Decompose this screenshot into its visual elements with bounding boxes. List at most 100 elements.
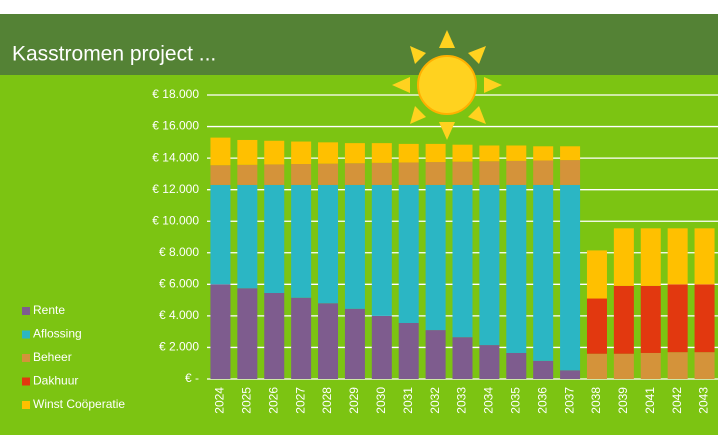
x-tick-label: 2035 xyxy=(508,387,522,414)
bar-segment xyxy=(344,184,365,309)
bar-segment xyxy=(318,163,339,185)
x-tick-label: 2024 xyxy=(213,387,227,414)
bar-segment xyxy=(237,139,258,165)
x-tick-label: 2034 xyxy=(482,387,496,414)
bar-segment xyxy=(371,184,392,316)
x-tick-label: 2037 xyxy=(562,387,576,414)
bars xyxy=(210,137,715,379)
bar-segment xyxy=(506,352,527,379)
bar-segment xyxy=(398,162,419,185)
y-tick-label: € 8.000 xyxy=(159,245,199,259)
bar-segment xyxy=(318,184,339,304)
bar-segment xyxy=(694,284,715,353)
x-tick-label: 2031 xyxy=(401,387,415,414)
y-tick-label: € 4.000 xyxy=(159,308,199,322)
bar-segment xyxy=(533,146,554,161)
y-tick-label: € 2.000 xyxy=(159,340,199,354)
bar-segment xyxy=(237,184,258,289)
bar-segment xyxy=(291,297,312,379)
bar-segment xyxy=(425,143,446,163)
bar-segment xyxy=(264,164,285,185)
bar-segment xyxy=(613,353,634,379)
bar-segment xyxy=(506,145,527,161)
bar-segment xyxy=(425,184,446,331)
x-tick-label: 2028 xyxy=(320,387,334,414)
bar-segment xyxy=(533,160,554,185)
bar-segment xyxy=(586,298,607,354)
bar-segment xyxy=(291,141,312,165)
x-tick-label: 2026 xyxy=(266,387,280,414)
bar-segment xyxy=(560,146,581,161)
y-tick-label: € 18.000 xyxy=(152,87,199,101)
bar-segment xyxy=(398,184,419,323)
x-tick-label: 2042 xyxy=(670,387,684,414)
chart-title: Kasstromen project ... xyxy=(12,43,216,66)
bar-segment xyxy=(264,140,285,165)
bar-segment xyxy=(640,352,661,379)
bar-segment xyxy=(210,184,231,285)
bar-segment xyxy=(506,184,527,353)
bar-segment xyxy=(210,284,231,379)
bar-segment xyxy=(264,293,285,379)
bar-segment xyxy=(586,250,607,299)
y-tick-label: € 6.000 xyxy=(159,277,199,291)
bar-segment xyxy=(560,184,581,371)
bar-segment xyxy=(586,353,607,379)
bar-segment xyxy=(560,370,581,379)
x-tick-label: 2041 xyxy=(643,387,657,414)
legend-swatch xyxy=(22,354,30,362)
bar-segment xyxy=(452,337,473,379)
x-tick-label: 2030 xyxy=(374,387,388,414)
bar-segment xyxy=(237,288,258,379)
bar-segment xyxy=(479,161,500,185)
bar-segment xyxy=(237,164,258,185)
bar-segment xyxy=(371,162,392,185)
bar-segment xyxy=(506,160,527,185)
bar-segment xyxy=(398,322,419,379)
x-tick-label: 2032 xyxy=(428,387,442,414)
bar-segment xyxy=(452,161,473,185)
legend-swatch xyxy=(22,377,30,386)
bar-segment xyxy=(560,160,581,185)
legend-label: Beheer xyxy=(33,350,72,364)
bar-segment xyxy=(371,315,392,379)
bar-segment xyxy=(533,360,554,379)
bar-segment xyxy=(533,184,554,361)
x-tick-label: 2025 xyxy=(240,387,254,414)
bar-segment xyxy=(371,143,392,163)
y-tick-label: € 10.000 xyxy=(152,213,199,227)
bar-segment xyxy=(210,137,231,166)
bar-segment xyxy=(613,228,634,286)
x-tick-label: 2029 xyxy=(347,387,361,414)
bar-segment xyxy=(398,143,419,163)
bar-segment xyxy=(640,228,661,286)
bar-segment xyxy=(425,330,446,379)
bar-segment xyxy=(667,228,688,285)
bar-segment xyxy=(452,144,473,162)
legend-swatch xyxy=(22,307,30,315)
x-tick-label: 2036 xyxy=(535,387,549,414)
legend-label: Winst Coöperatie xyxy=(33,397,125,411)
legend-label: Dakhuur xyxy=(33,374,78,388)
sun-icon xyxy=(392,30,502,140)
bar-segment xyxy=(452,184,473,338)
legend-swatch xyxy=(22,330,30,339)
legend-swatch xyxy=(22,401,30,409)
bar-segment xyxy=(694,228,715,285)
bar-segment xyxy=(291,184,312,298)
y-tick-label: € 14.000 xyxy=(152,150,199,164)
bar-segment xyxy=(264,184,285,294)
bar-segment xyxy=(318,142,339,164)
x-tick-label: 2039 xyxy=(616,387,630,414)
bar-segment xyxy=(425,162,446,185)
bar-segment xyxy=(667,284,688,353)
legend-label: Rente xyxy=(33,303,65,317)
x-tick-label: 2027 xyxy=(293,387,307,414)
bar-segment xyxy=(344,143,365,164)
bar-segment xyxy=(479,184,500,346)
legend-label: Aflossing xyxy=(33,327,82,341)
bar-segment xyxy=(210,165,231,185)
bar-segment xyxy=(613,285,634,354)
x-tick-label: 2043 xyxy=(697,387,711,414)
